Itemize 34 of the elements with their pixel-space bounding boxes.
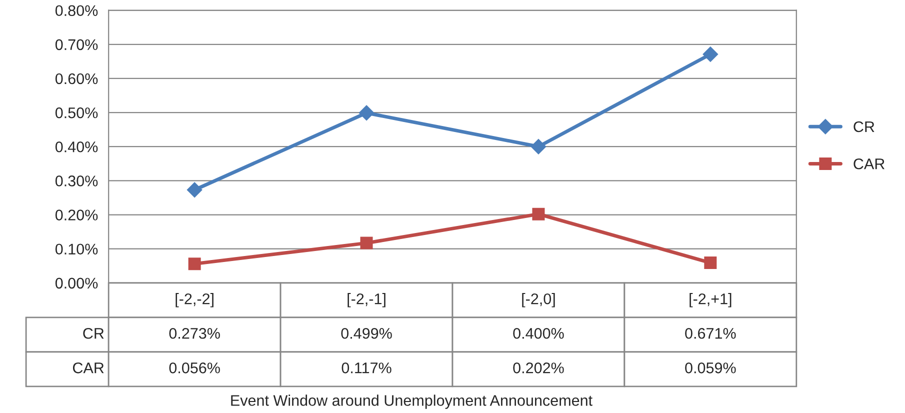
data-label: 0.059%: [685, 362, 736, 374]
data-label: 0.117%: [342, 362, 392, 374]
data-label: 0.499%: [341, 328, 392, 339]
x-tick-label: [-2,0]: [522, 293, 555, 308]
y-tick-label: 0.00%: [55, 278, 98, 289]
y-tick-label: 0.20%: [55, 210, 98, 220]
x-tick-label: [-2,-1]: [348, 293, 386, 308]
y-tick-label: 0.60%: [55, 73, 98, 84]
point: [188, 258, 201, 270]
data-label: 0.202%: [513, 362, 564, 374]
y-tick-label: 0.10%: [55, 244, 98, 255]
point: [187, 182, 202, 198]
point: [704, 256, 717, 270]
text: Event Window around Unemployment Announcement: [231, 394, 592, 409]
y-tick-label: 0.80%: [55, 5, 98, 16]
legend-label: CR: [854, 121, 874, 132]
data-label: 0.400%: [513, 328, 564, 339]
y-tick-label: 0.70%: [55, 39, 98, 50]
text: CR: [83, 328, 104, 339]
x-tick-label: [-2,-2]: [176, 293, 214, 308]
point: [530, 139, 546, 154]
point: [532, 208, 545, 220]
y-tick-label: 0.30%: [55, 176, 98, 186]
data-label: 0.273%: [169, 328, 220, 339]
point: [702, 46, 718, 62]
legend-label: CAR: [854, 158, 884, 170]
y-tick-label: 0.40%: [55, 141, 98, 152]
x-tick-label: [-2,+1]: [690, 293, 732, 308]
point: [360, 236, 373, 250]
y-tick-label: 0.50%: [55, 107, 98, 118]
text: CAR: [72, 362, 104, 374]
data-label: 0.056%: [169, 362, 220, 374]
data-label: 0.671%: [685, 328, 736, 339]
point: [358, 105, 374, 120]
